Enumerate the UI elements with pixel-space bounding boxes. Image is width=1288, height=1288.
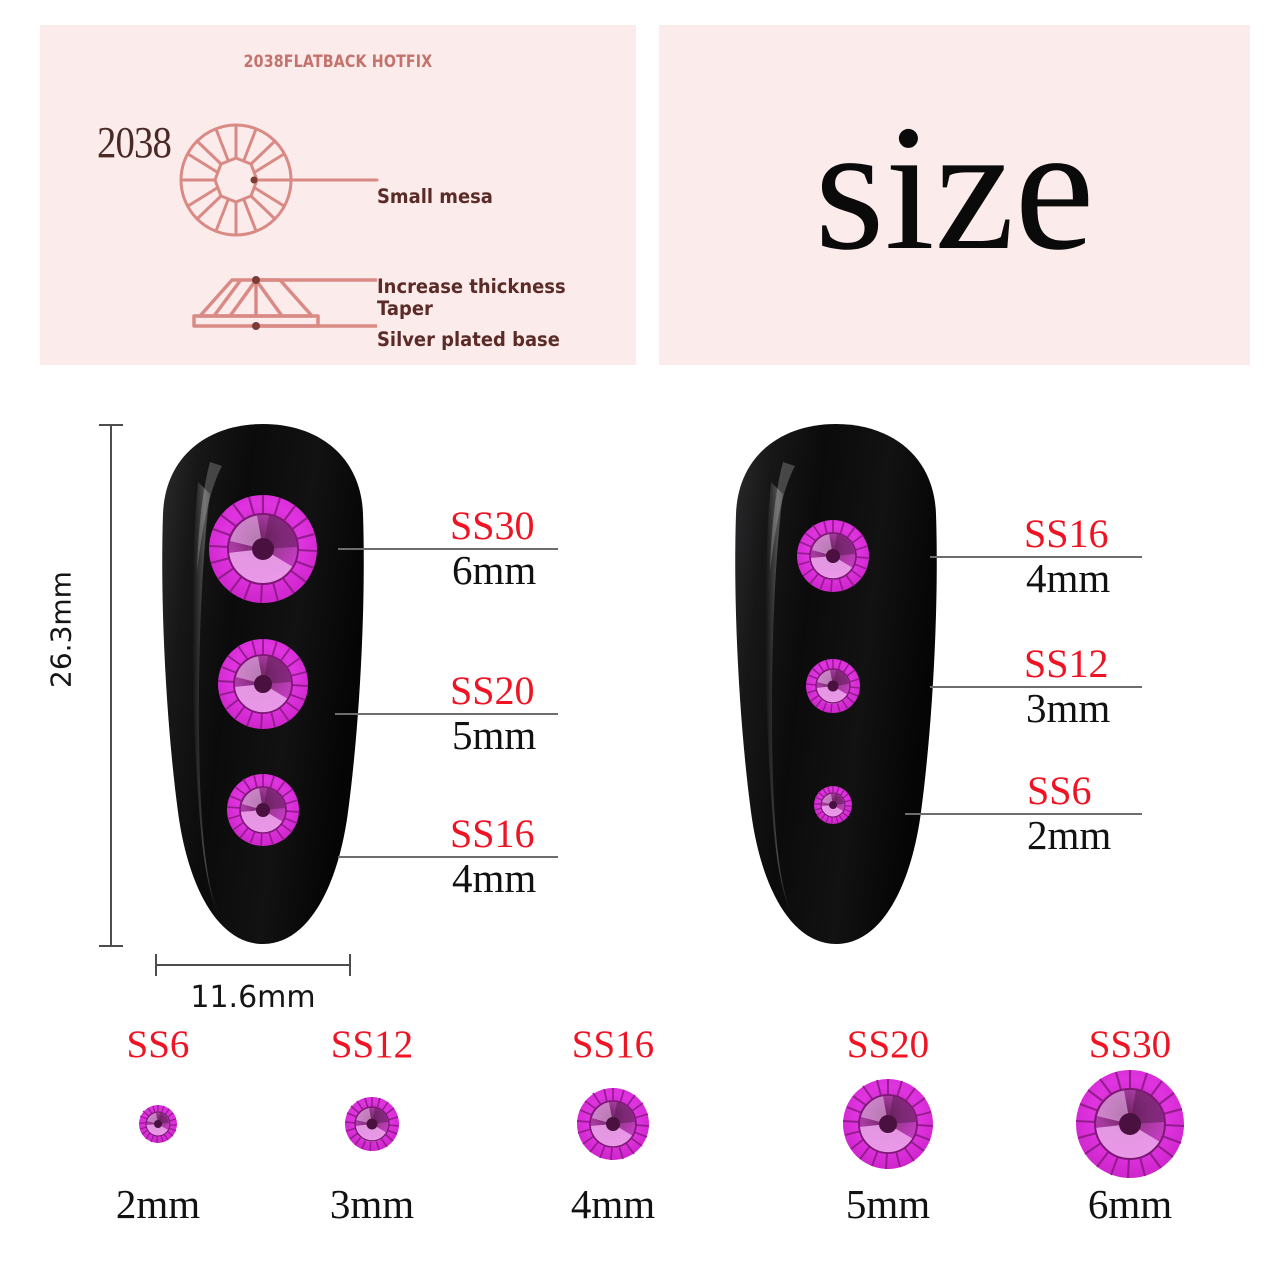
callout-mm-label: 3mm — [1026, 685, 1111, 731]
callout-rule — [338, 548, 558, 550]
gem-ss16-sample — [576, 1088, 650, 1161]
nail-swatch-left — [162, 424, 364, 944]
nail-highlight-left — [197, 462, 222, 572]
sample-ss-label: SS20 — [846, 1023, 930, 1066]
size-sample-ss30: SS30 — [1030, 1025, 1230, 1225]
callout-mm-label: 6mm — [452, 547, 537, 593]
label-taper: Taper — [377, 297, 433, 320]
sample-gem-slot — [788, 1064, 988, 1184]
sample-mm-label: 2mm — [115, 1181, 201, 1227]
gem-ss12-on-nail-right — [805, 659, 861, 714]
flatback-structure-drawing — [179, 123, 379, 330]
callout-ss-label: SS30 — [450, 503, 535, 548]
gem-ss12-sample — [344, 1097, 400, 1152]
width-dimension-label: 11.6mm — [190, 980, 316, 1015]
sample-mm-label: 5mm — [845, 1181, 931, 1227]
callout-right-ss16: SS16 4mm — [930, 508, 1142, 599]
callout-ss-label: SS16 — [450, 811, 535, 856]
nail-gloss-left — [192, 482, 220, 918]
sample-ss-label: SS6 — [126, 1023, 190, 1066]
height-tick-bottom — [99, 945, 123, 947]
leader-dot-thickness — [252, 276, 260, 284]
height-dimension-label: 26.3mm — [44, 571, 78, 688]
callout-left-ss20: SS20 5mm — [335, 665, 558, 756]
gem-ss16-on-nail-right — [796, 520, 870, 593]
sample-gem-slot — [58, 1064, 258, 1184]
sample-gem-slot — [513, 1064, 713, 1184]
nail-gloss-right — [765, 482, 793, 918]
product-code-label: 2038 — [97, 118, 172, 167]
callout-ss-label: SS6 — [1027, 768, 1092, 813]
panel-header-title: 2038FLATBACK HOTFIX — [243, 52, 433, 71]
gem-ss20-on-nail — [217, 639, 309, 730]
gem-ss6-sample — [139, 1105, 177, 1143]
sample-mm-label: 4mm — [570, 1181, 656, 1227]
callout-ss-label: SS20 — [450, 668, 535, 713]
sample-ss-label: SS30 — [1088, 1023, 1172, 1066]
label-silver-plated-base: Silver plated base — [377, 328, 560, 351]
nail-swatch-right — [735, 424, 937, 944]
size-sample-ss6: SS6 — [58, 1025, 258, 1225]
label-small-mesa: Small mesa — [377, 185, 493, 208]
callout-mm-label: 4mm — [1026, 555, 1111, 601]
sample-ss-label: SS16 — [571, 1023, 655, 1066]
label-increase-thickness: Increase thickness — [377, 275, 566, 298]
width-tick-left — [155, 954, 157, 976]
nail-highlight-right — [770, 462, 795, 572]
leader-dot-base — [252, 322, 260, 330]
callout-rule — [905, 813, 1142, 815]
size-sample-ss16: SS16 — [513, 1025, 713, 1225]
callout-rule — [338, 856, 558, 858]
sample-ss-label: SS12 — [330, 1023, 414, 1066]
callout-mm-label: 2mm — [1027, 812, 1112, 858]
size-sample-ss12: SS12 — [272, 1025, 472, 1225]
callout-right-ss6: SS6 2mm — [905, 765, 1142, 856]
callout-rule — [335, 713, 558, 715]
callout-left-ss16: SS16 4mm — [338, 808, 558, 899]
gem-ss30-on-nail — [208, 495, 318, 604]
gem-ss6-on-nail-right — [814, 786, 852, 824]
gem-ss20-sample — [842, 1079, 934, 1170]
height-dimension-line — [110, 424, 112, 947]
size-heading: size — [814, 88, 1095, 287]
gem-ss16-on-nail — [226, 774, 300, 847]
gem-ss30-sample — [1075, 1070, 1185, 1179]
callout-mm-label: 5mm — [452, 712, 537, 758]
sample-gem-slot — [272, 1064, 472, 1184]
callout-right-ss12: SS12 3mm — [930, 638, 1142, 729]
width-dimension-line — [155, 964, 351, 966]
flatback-structure-panel: 2038FLATBACK HOTFIX 2038 — [40, 25, 636, 365]
height-tick-top — [99, 424, 123, 426]
sample-gem-slot — [1030, 1064, 1230, 1184]
sample-mm-label: 6mm — [1087, 1181, 1173, 1227]
size-title-panel: size — [659, 25, 1250, 365]
callout-mm-label: 4mm — [452, 855, 537, 901]
leader-dot-mesa — [250, 176, 258, 184]
callout-ss-label: SS12 — [1024, 641, 1109, 686]
callout-left-ss30: SS30 6mm — [338, 500, 558, 591]
width-tick-right — [349, 954, 351, 976]
callout-ss-label: SS16 — [1024, 511, 1109, 556]
sample-mm-label: 3mm — [329, 1181, 415, 1227]
size-sample-ss20: SS20 — [788, 1025, 988, 1225]
callout-rule — [930, 686, 1142, 688]
callout-rule — [930, 556, 1142, 558]
